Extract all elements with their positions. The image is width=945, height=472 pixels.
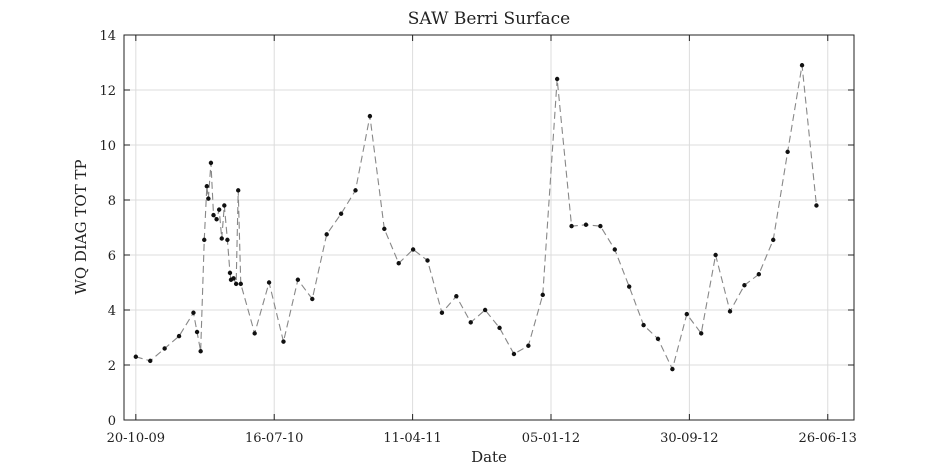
x-axis-label: Date [471,448,507,466]
data-point [425,258,430,263]
data-point [367,113,373,119]
data-point [713,252,718,258]
x-tick-label: 20-10-09 [107,431,165,446]
data-point [482,307,488,313]
axis-ticks [124,34,854,421]
data-point [742,283,747,288]
y-tick-labels: 0 2 4 6 8 10 12 14 [99,29,116,429]
data-point [511,351,517,357]
data-point [214,217,219,222]
data-point [219,236,224,241]
data-point [626,284,632,289]
data-point [612,247,617,252]
x-tick-label: 11-04-11 [383,431,441,446]
plot-frame [123,34,855,421]
data-point [785,149,790,155]
y-tick-label: 8 [108,194,116,209]
data-point [583,222,589,227]
data-point [310,296,315,302]
y-tick-label: 0 [108,414,116,429]
x-tick-label: 16-07-10 [245,431,303,446]
data-point [353,188,358,193]
data-point [281,339,286,344]
data-point [233,281,239,287]
data-point [771,237,776,243]
data-point [324,232,329,237]
data-point [526,343,531,348]
data-point [191,310,196,315]
data-point [227,270,233,276]
y-axis-label: WQ DIAG TOT TP [72,159,90,294]
data-point [655,336,661,342]
y-tick-label: 14 [99,29,116,44]
data-point [684,311,690,317]
data-point [266,280,272,285]
data-point [540,292,545,298]
data-point [554,76,560,82]
data-point [222,203,227,208]
data-points [133,63,819,372]
data-point [211,212,216,218]
y-tick-label: 4 [108,304,116,319]
data-point [641,322,646,328]
data-point [295,277,301,282]
data-point [206,196,211,201]
data-point [162,346,167,351]
x-tick-label: 30-09-12 [660,431,718,446]
data-point [497,325,502,331]
data-point [454,294,459,299]
grid [124,34,854,421]
x-tick-label: 26-06-13 [799,431,857,446]
data-point [208,160,214,166]
data-point [814,203,819,208]
data-point [198,349,203,354]
y-tick-label: 2 [108,359,116,374]
data-point [338,211,344,216]
data-point [148,358,153,364]
series-line [135,65,817,371]
data-point [756,272,762,277]
y-tick-label: 12 [99,84,116,99]
data-point [699,331,704,336]
y-tick-label: 6 [108,249,116,264]
data-point [410,247,416,252]
data-point [439,310,445,315]
data-point [396,261,401,266]
data-point [727,309,733,314]
x-tick-labels: 20-10-09 16-07-10 11-04-11 05-01-12 30-09-12… [107,431,857,446]
data-point [202,237,207,243]
data-point [194,329,200,335]
data-point [231,276,236,281]
data-point [799,63,805,68]
data-point [236,188,241,193]
data-point [382,226,387,232]
data-point [238,281,243,287]
y-tick-label: 10 [99,139,116,154]
data-point [670,366,675,372]
data-point [216,207,222,212]
data-point [468,320,473,325]
data-point [133,354,139,359]
data-point [204,184,210,189]
x-tick-label: 05-01-12 [522,431,580,446]
data-point [225,237,230,243]
data-point [252,331,257,336]
data-point [598,223,603,229]
data-point [176,333,182,339]
data-point [569,223,574,229]
chart-title: SAW Berri Surface [408,9,571,29]
